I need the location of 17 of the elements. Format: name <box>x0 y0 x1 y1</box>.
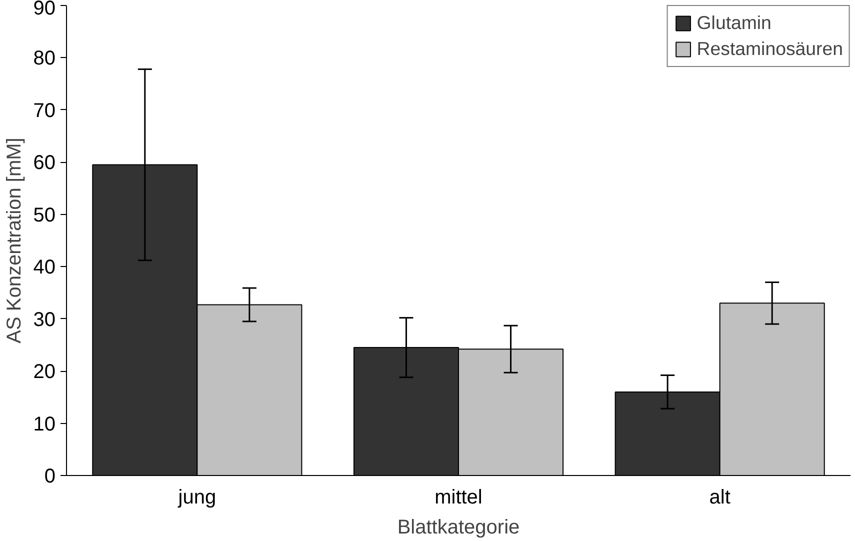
x-tick-label: jung <box>177 486 216 508</box>
y-tick-label: 20 <box>33 361 56 384</box>
y-tick-label: 80 <box>33 48 56 70</box>
x-tick-label: alt <box>709 486 731 508</box>
x-axis-title: Blattkategorie <box>397 516 520 538</box>
y-tick-label: 60 <box>33 152 56 174</box>
y-tick-label: 10 <box>33 413 56 436</box>
y-tick-label: 90 <box>33 0 56 20</box>
y-axis-title: AS Konzentration [mM] <box>3 138 26 344</box>
y-tick-label: 70 <box>33 100 56 122</box>
y-tick-label: 0 <box>44 466 56 488</box>
y-tick-label: 30 <box>33 308 56 331</box>
legend-label: Glutamin <box>696 12 772 34</box>
y-tick-label: 50 <box>33 204 56 226</box>
y-tick-label: 40 <box>33 256 56 279</box>
x-tick-label: mittel <box>434 486 482 508</box>
legend-label: Restaminosäuren <box>696 38 843 60</box>
